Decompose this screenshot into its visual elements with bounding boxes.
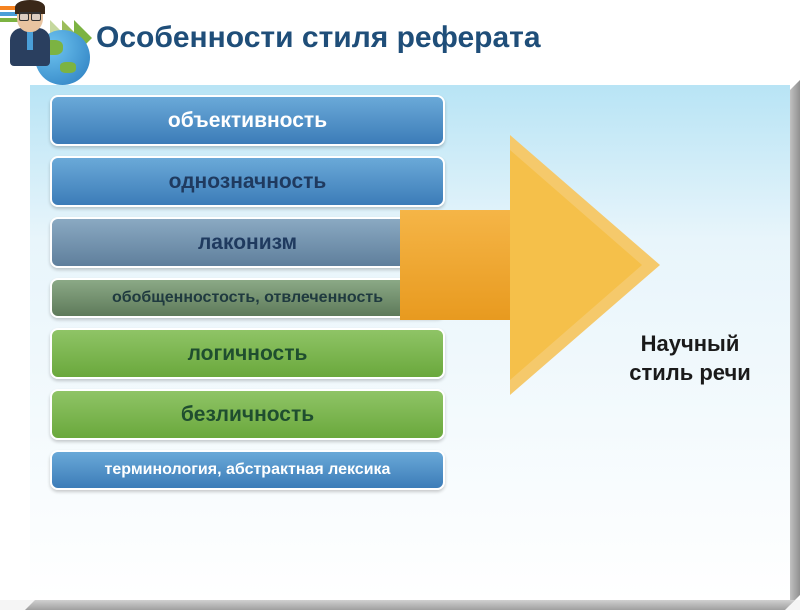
presenter-avatar (0, 0, 90, 90)
slide-title: Особенности стиля реферата (96, 21, 541, 55)
feature-box-1: однозначность (50, 156, 445, 207)
feature-label: логичность (188, 342, 308, 366)
feature-list: объективность однозначность лаконизм обобще… (50, 95, 445, 490)
feature-label: терминология, абстрактная лексика (105, 461, 391, 479)
arrow-shaft (400, 210, 520, 320)
feature-label: лаконизм (198, 231, 297, 255)
result-line2: стиль речи (629, 360, 751, 385)
feature-box-2: лаконизм (50, 217, 445, 268)
feature-box-3: обобщенностость, отвлеченность (50, 278, 445, 318)
person-icon (5, 0, 55, 70)
feature-label: безличность (181, 403, 314, 427)
feature-label: объективность (168, 109, 327, 133)
big-arrow (400, 135, 650, 395)
feature-box-0: объективность (50, 95, 445, 146)
slide: Особенности стиля реферата объективность… (0, 0, 800, 600)
title-row: Особенности стиля реферата (50, 20, 541, 56)
feature-box-5: безличность (50, 389, 445, 440)
feature-box-6: терминология, абстрактная лексика (50, 450, 445, 490)
result-line1: Научный (641, 331, 740, 356)
feature-label: обобщенностость, отвлеченность (112, 289, 383, 307)
result-label: Научный стиль речи (615, 330, 765, 387)
feature-label: однозначность (169, 170, 327, 194)
feature-box-4: логичность (50, 328, 445, 379)
